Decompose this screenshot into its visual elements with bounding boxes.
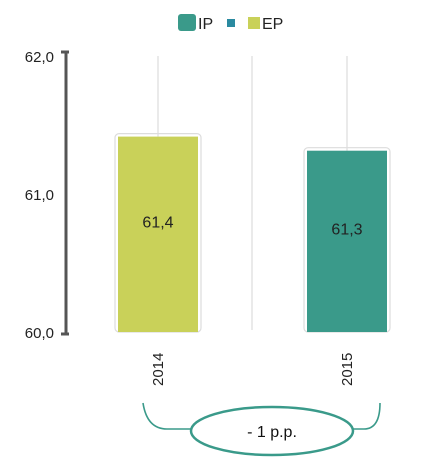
annotation-ellipse — [189, 405, 355, 457]
y-tick-label-61: 61,0 — [25, 187, 54, 204]
legend-swatch-ip — [178, 14, 196, 31]
difference-annotation: - 1 p.p. — [142, 402, 381, 457]
data-label-2015: 61,3 — [331, 221, 362, 238]
annotation-label: - 1 p.p. — [247, 424, 297, 441]
legend-label-ep: EP — [262, 16, 283, 33]
bars: 61,4 61,3 — [114, 56, 391, 333]
bar-2014 — [118, 136, 198, 332]
bar-2015 — [307, 150, 387, 332]
legend-swatch-ep — [248, 17, 260, 29]
y-axis: 62,0 61,0 60,0 — [25, 49, 69, 342]
x-axis: 2014 2015 — [150, 353, 356, 386]
legend: IP EP — [178, 14, 283, 33]
y-tick-label-60: 60,0 — [25, 325, 54, 342]
x-tick-label-2014: 2014 — [150, 353, 167, 386]
x-tick-label-2015: 2015 — [339, 353, 356, 386]
data-label-2014: 61,4 — [142, 214, 173, 231]
legend-label-ip: IP — [198, 16, 213, 33]
y-tick-label-62: 62,0 — [25, 49, 54, 66]
annotation-bracket — [142, 402, 381, 430]
legend-swatch-dot — [227, 19, 235, 27]
